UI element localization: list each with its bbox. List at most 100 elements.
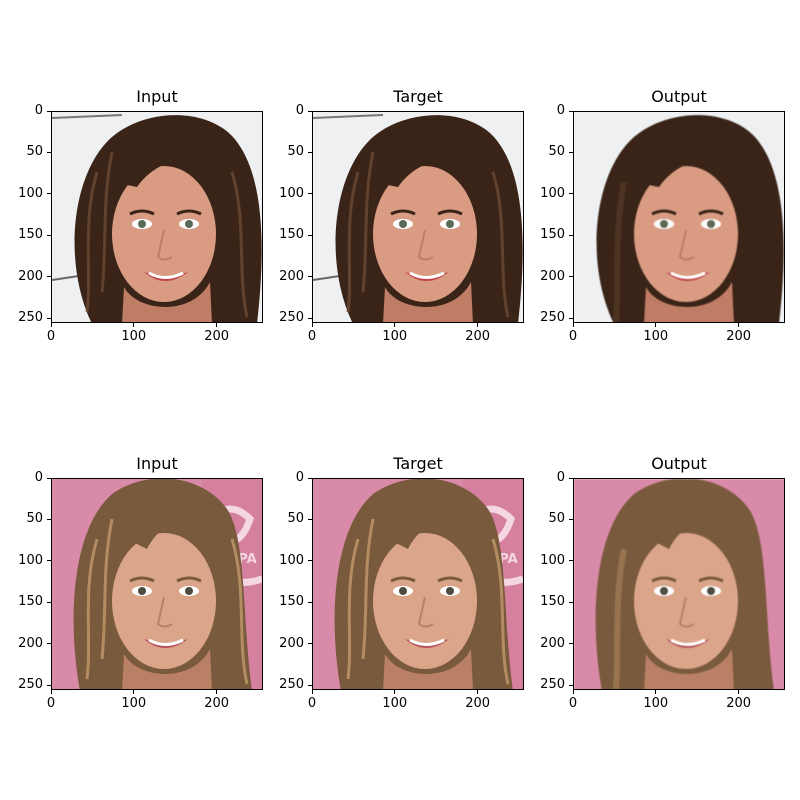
y-tick <box>47 151 51 153</box>
x-tick-label: 0 <box>46 329 56 344</box>
y-tick-label: 50 <box>287 144 304 160</box>
teeth <box>409 271 445 279</box>
x-tick-label: 200 <box>726 696 752 711</box>
fringe <box>634 145 742 187</box>
x-tick-label: 0 <box>307 696 317 711</box>
y-tick <box>47 477 51 479</box>
y-tick-label: 250 <box>540 310 565 326</box>
x-tick <box>738 690 740 694</box>
face-image: ESPA <box>313 479 523 689</box>
iris-left <box>660 220 668 228</box>
y-tick-label: 100 <box>540 185 565 201</box>
y-tick-label: 0 <box>556 470 565 485</box>
brow-right <box>176 209 202 216</box>
brow-left <box>390 576 416 583</box>
y-tick <box>47 601 51 603</box>
iris-right <box>707 587 715 595</box>
image-frame <box>312 111 524 323</box>
x-tick <box>216 323 218 327</box>
nose <box>417 229 434 261</box>
hair-strands <box>613 181 627 322</box>
brow-right <box>437 209 463 216</box>
iris-left <box>660 587 668 595</box>
panel-title: Output <box>651 454 707 473</box>
x-tick-label: 100 <box>382 696 408 711</box>
x-tick-label: 200 <box>465 696 491 711</box>
y-tick-label: 100 <box>279 552 304 568</box>
neck <box>122 282 212 322</box>
y-tick-label: 200 <box>279 268 304 284</box>
y-tick <box>569 151 573 153</box>
x-tick-label: 100 <box>643 696 669 711</box>
x-tick-label: 200 <box>204 696 230 711</box>
x-tick <box>738 323 740 327</box>
y-tick <box>569 317 573 319</box>
y-tick <box>47 317 51 319</box>
y-tick-label: 150 <box>279 227 304 243</box>
x-tick <box>133 323 135 327</box>
iris-right <box>446 220 454 228</box>
y-tick <box>308 601 312 603</box>
y-tick-label: 150 <box>279 594 304 610</box>
y-tick-label: 150 <box>18 594 43 610</box>
hair-strands <box>85 518 249 685</box>
teeth <box>670 271 706 279</box>
iris-right <box>707 220 715 228</box>
hair-strands <box>613 548 627 689</box>
panel-title: Target <box>393 454 443 473</box>
y-tick-label: 50 <box>26 511 43 527</box>
y-tick <box>569 560 573 562</box>
brow-left <box>129 209 155 216</box>
y-tick <box>569 643 573 645</box>
face-image: ESPA <box>52 479 262 689</box>
x-tick <box>311 690 313 694</box>
y-tick <box>47 276 51 278</box>
neck <box>383 282 473 322</box>
x-tick-label: 0 <box>46 696 56 711</box>
x-tick <box>311 323 313 327</box>
image-frame <box>51 111 263 323</box>
x-tick-label: 200 <box>204 329 230 344</box>
hair-strands <box>346 151 510 318</box>
x-tick <box>394 323 396 327</box>
x-tick-label: 200 <box>465 329 491 344</box>
y-tick <box>47 110 51 112</box>
y-tick <box>308 151 312 153</box>
brow-left <box>651 209 677 216</box>
brow-right <box>176 576 202 583</box>
y-tick-label: 200 <box>279 635 304 651</box>
image-frame: ESPA <box>312 478 524 690</box>
neck <box>122 649 212 689</box>
face-image <box>313 112 523 322</box>
iris-right <box>185 220 193 228</box>
x-tick <box>477 690 479 694</box>
y-tick-label: 50 <box>26 144 43 160</box>
stray-line <box>52 114 123 119</box>
y-tick <box>308 477 312 479</box>
y-tick-label: 50 <box>548 511 565 527</box>
y-tick <box>308 276 312 278</box>
panel-title: Target <box>393 87 443 106</box>
iris-left <box>138 220 146 228</box>
brow-left <box>651 576 677 583</box>
x-tick-label: 0 <box>307 329 317 344</box>
y-tick-label: 250 <box>18 310 43 326</box>
nose <box>678 596 695 628</box>
y-tick <box>569 601 573 603</box>
y-tick <box>569 276 573 278</box>
y-tick <box>308 643 312 645</box>
y-tick-label: 200 <box>18 268 43 284</box>
y-tick-label: 150 <box>540 227 565 243</box>
image-frame <box>573 478 785 690</box>
y-tick-label: 200 <box>540 635 565 651</box>
hair-strands <box>85 151 249 318</box>
y-tick-label: 150 <box>18 227 43 243</box>
y-tick-label: 100 <box>540 552 565 568</box>
y-tick <box>308 193 312 195</box>
y-tick <box>308 110 312 112</box>
panel-title: Input <box>136 87 178 106</box>
y-tick-label: 200 <box>540 268 565 284</box>
y-tick-label: 100 <box>18 552 43 568</box>
y-tick-label: 100 <box>279 185 304 201</box>
y-tick <box>47 643 51 645</box>
